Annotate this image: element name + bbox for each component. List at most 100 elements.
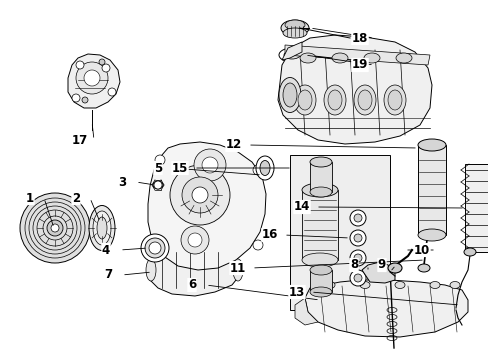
Text: 2: 2 [72,192,80,204]
Text: 9: 9 [377,258,386,271]
Bar [302,190,337,260]
Text: 11: 11 [229,261,245,274]
Circle shape [47,220,63,236]
Text: 1: 1 [26,192,34,204]
Circle shape [353,274,361,282]
Text: 4: 4 [102,243,110,256]
Ellipse shape [327,90,341,110]
Polygon shape [294,298,317,325]
Bar [464,164,488,252]
Circle shape [155,155,164,165]
Circle shape [51,224,59,232]
Ellipse shape [359,282,369,288]
Circle shape [187,233,202,247]
Text: 6: 6 [187,279,196,292]
Ellipse shape [417,139,445,151]
Circle shape [252,165,263,175]
Ellipse shape [363,53,379,63]
Ellipse shape [331,53,347,63]
Ellipse shape [293,85,315,115]
Circle shape [76,62,108,94]
Ellipse shape [309,265,331,275]
Circle shape [182,177,218,213]
Polygon shape [68,54,120,108]
Text: 16: 16 [261,229,278,242]
Circle shape [353,234,361,242]
Ellipse shape [417,229,445,241]
Ellipse shape [302,183,337,197]
Circle shape [353,254,361,262]
Text: 7: 7 [104,269,112,282]
Ellipse shape [417,264,429,272]
Circle shape [353,214,361,222]
Ellipse shape [302,253,337,267]
Ellipse shape [149,242,161,254]
Ellipse shape [97,217,107,239]
Ellipse shape [153,181,163,189]
Bar [309,270,331,292]
Circle shape [153,245,163,255]
Ellipse shape [309,157,331,167]
Ellipse shape [394,282,404,288]
Bar [309,162,331,192]
Text: 12: 12 [225,139,242,152]
Text: 17: 17 [72,134,88,147]
Polygon shape [285,45,429,65]
Ellipse shape [387,90,401,110]
Polygon shape [282,42,302,60]
Circle shape [76,61,84,69]
Circle shape [192,187,207,203]
Circle shape [72,94,80,102]
Ellipse shape [297,90,311,110]
Circle shape [102,64,110,72]
Circle shape [194,149,225,181]
Ellipse shape [141,234,169,262]
Ellipse shape [283,83,296,107]
Polygon shape [148,244,240,296]
Ellipse shape [89,206,115,251]
Ellipse shape [146,259,156,281]
Ellipse shape [279,77,301,112]
Text: 19: 19 [351,58,367,72]
Circle shape [99,59,105,65]
Polygon shape [148,142,265,270]
Circle shape [202,157,218,173]
Circle shape [154,181,162,189]
Ellipse shape [279,48,305,62]
Ellipse shape [395,53,411,63]
Circle shape [349,250,365,266]
Text: 10: 10 [413,243,429,256]
Ellipse shape [299,53,315,63]
Circle shape [181,226,208,254]
Ellipse shape [463,248,475,256]
Polygon shape [305,280,467,337]
Ellipse shape [283,28,306,38]
Text: 8: 8 [349,258,357,271]
Circle shape [349,210,365,226]
Text: 14: 14 [293,201,309,213]
Circle shape [82,97,88,103]
Text: 13: 13 [288,285,305,298]
Polygon shape [361,262,394,283]
Circle shape [252,240,263,250]
Circle shape [170,165,229,225]
Ellipse shape [353,85,375,115]
Ellipse shape [309,187,331,197]
Bar [417,145,445,235]
Ellipse shape [325,282,334,288]
Ellipse shape [232,259,243,281]
Circle shape [108,88,116,96]
Ellipse shape [281,20,308,36]
Ellipse shape [387,263,401,273]
Text: 18: 18 [351,31,367,45]
Ellipse shape [383,85,405,115]
Ellipse shape [357,90,371,110]
Ellipse shape [309,287,331,297]
Circle shape [349,270,365,286]
Ellipse shape [324,85,346,115]
Circle shape [84,70,100,86]
Bar [289,155,389,310]
Ellipse shape [285,20,305,30]
Ellipse shape [284,51,299,59]
Ellipse shape [93,211,111,245]
